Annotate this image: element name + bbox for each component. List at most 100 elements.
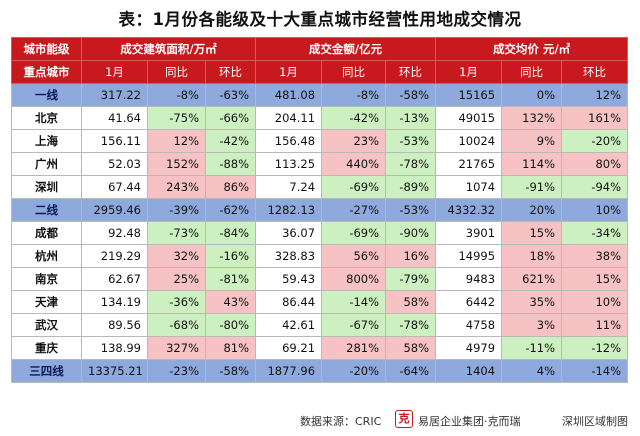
city-row: 杭州 219.29 32% -16% 328.83 56% 16% 14995 18% 38% bbox=[11, 244, 629, 268]
row-name: 武汉 bbox=[11, 313, 82, 337]
header-price-mom: 环比 bbox=[561, 60, 629, 84]
cell-amount: 481.08 bbox=[255, 83, 323, 107]
cell-area-mom: -63% bbox=[204, 83, 257, 107]
cell-area-mom: -16% bbox=[204, 244, 257, 268]
city-row: 成都 92.48 -73% -84% 36.07 -69% -90% 3901 15% -34% bbox=[11, 221, 629, 245]
cell-amount-mom: -58% bbox=[385, 83, 437, 107]
header-area-group: 成交建筑面积/万㎡ bbox=[80, 37, 257, 61]
cell-amount-yoy: -69% bbox=[321, 175, 387, 199]
cell-amount: 328.83 bbox=[255, 244, 323, 268]
cell-price-mom: -12% bbox=[561, 336, 629, 360]
cell-amount-yoy: -27% bbox=[321, 198, 387, 222]
cell-area: 62.67 bbox=[81, 267, 148, 291]
cell-amount-yoy: 281% bbox=[321, 336, 387, 360]
cell-amount-mom: -78% bbox=[385, 152, 437, 176]
city-row: 天津 134.19 -36% 43% 86.44 -14% 58% 6442 35% 10% bbox=[11, 290, 629, 314]
cell-area: 138.99 bbox=[81, 336, 148, 360]
cell-price-yoy: 18% bbox=[501, 244, 563, 268]
cell-price-mom: 10% bbox=[561, 198, 629, 222]
city-row: 重庆 138.99 327% 81% 69.21 281% 58% 4979 -11% -12% bbox=[11, 336, 629, 360]
cell-area: 2959.46 bbox=[81, 198, 148, 222]
header-city-tier: 城市能级 bbox=[11, 37, 82, 61]
header-row-sub: 重点城市 1月 同比 环比 1月 同比 环比 1月 同比 环比 bbox=[11, 60, 629, 84]
cell-price: 14995 bbox=[435, 244, 503, 268]
table-title: 表：1月份各能级及十大重点城市经营性用地成交情况 bbox=[118, 10, 522, 29]
cell-amount-yoy: -69% bbox=[321, 221, 387, 245]
cell-area-mom: 81% bbox=[204, 336, 257, 360]
cell-area-mom: -81% bbox=[204, 267, 257, 291]
header-amount-month: 1月 bbox=[255, 60, 323, 84]
cell-area-yoy: 327% bbox=[147, 336, 206, 360]
cell-area-mom: -80% bbox=[204, 313, 257, 337]
header-area-mom: 环比 bbox=[204, 60, 257, 84]
header-amount-yoy: 同比 bbox=[321, 60, 387, 84]
header-amount-group: 成交金额/亿元 bbox=[255, 37, 437, 61]
cell-area-yoy: 243% bbox=[147, 175, 206, 199]
cell-amount-yoy: 56% bbox=[321, 244, 387, 268]
cell-area: 156.11 bbox=[81, 129, 148, 153]
cell-area-yoy: 32% bbox=[147, 244, 206, 268]
row-name: 广州 bbox=[11, 152, 82, 176]
cell-area-mom: -58% bbox=[204, 359, 257, 383]
cell-amount-yoy: -14% bbox=[321, 290, 387, 314]
row-name: 深圳 bbox=[11, 175, 82, 199]
cell-amount-mom: 58% bbox=[385, 336, 437, 360]
cell-area-yoy: -68% bbox=[147, 313, 206, 337]
cell-price-yoy: 0% bbox=[501, 83, 563, 107]
city-row: 深圳 67.44 243% 86% 7.24 -69% -89% 1074 -91% -94% bbox=[11, 175, 629, 199]
cell-area-yoy: -39% bbox=[147, 198, 206, 222]
cell-amount-yoy: 800% bbox=[321, 267, 387, 291]
row-name: 三四线 bbox=[11, 359, 82, 383]
cell-amount: 86.44 bbox=[255, 290, 323, 314]
cell-area-mom: -62% bbox=[204, 198, 257, 222]
city-row: 广州 52.03 152% -88% 113.25 440% -78% 21765 114% 80… bbox=[11, 152, 629, 176]
header-price-yoy: 同比 bbox=[501, 60, 563, 84]
producer-unit: 深圳区域制图 bbox=[562, 415, 628, 428]
cell-area-yoy: -8% bbox=[147, 83, 206, 107]
row-name: 二线 bbox=[11, 198, 82, 222]
header-area-yoy: 同比 bbox=[147, 60, 206, 84]
tier-row: 一线 317.22 -8% -63% 481.08 -8% -58% 15165 0% 12% bbox=[11, 83, 629, 107]
cell-amount: 7.24 bbox=[255, 175, 323, 199]
cell-price-mom: 38% bbox=[561, 244, 629, 268]
city-row: 武汉 89.56 -68% -80% 42.61 -67% -78% 4758 3% 11% bbox=[11, 313, 629, 337]
cell-amount-mom: 16% bbox=[385, 244, 437, 268]
row-name: 一线 bbox=[11, 83, 82, 107]
cell-area-mom: -88% bbox=[204, 152, 257, 176]
row-name: 上海 bbox=[11, 129, 82, 153]
cell-price: 1074 bbox=[435, 175, 503, 199]
cell-price-yoy: 35% bbox=[501, 290, 563, 314]
cell-area: 52.03 bbox=[81, 152, 148, 176]
tier-row: 三四线 13375.21 -23% -58% 1877.96 -20% -64% 1404 4%… bbox=[11, 359, 629, 383]
header-price-group: 成交均价 元/㎡ bbox=[435, 37, 629, 61]
row-name: 天津 bbox=[11, 290, 82, 314]
cell-amount-mom: -90% bbox=[385, 221, 437, 245]
cell-area: 219.29 bbox=[81, 244, 148, 268]
brand-name: 易居企业集团·克而瑞 bbox=[418, 415, 521, 428]
cell-area: 317.22 bbox=[81, 83, 148, 107]
cell-amount: 59.43 bbox=[255, 267, 323, 291]
city-row: 北京 41.64 -75% -66% 204.11 -42% -13% 49015 132% 16… bbox=[11, 106, 629, 130]
cell-price: 4758 bbox=[435, 313, 503, 337]
cell-area-mom: -66% bbox=[204, 106, 257, 130]
cell-area-yoy: -73% bbox=[147, 221, 206, 245]
cell-price-yoy: -91% bbox=[501, 175, 563, 199]
cell-price-yoy: 132% bbox=[501, 106, 563, 130]
cell-amount: 113.25 bbox=[255, 152, 323, 176]
cell-price: 15165 bbox=[435, 83, 503, 107]
cell-amount-mom: -79% bbox=[385, 267, 437, 291]
cell-price-yoy: 621% bbox=[501, 267, 563, 291]
cell-price-yoy: 15% bbox=[501, 221, 563, 245]
row-name: 北京 bbox=[11, 106, 82, 130]
cell-amount: 69.21 bbox=[255, 336, 323, 360]
row-name: 成都 bbox=[11, 221, 82, 245]
cell-area: 89.56 bbox=[81, 313, 148, 337]
cell-amount-yoy: -20% bbox=[321, 359, 387, 383]
city-row: 南京 62.67 25% -81% 59.43 800% -79% 9483 621% 15% bbox=[11, 267, 629, 291]
land-transaction-table: 城市能级 成交建筑面积/万㎡ 成交金额/亿元 成交均价 元/㎡ 重点城市 1月 … bbox=[11, 37, 629, 383]
cell-price: 4332.32 bbox=[435, 198, 503, 222]
cell-amount: 1877.96 bbox=[255, 359, 323, 383]
header-amount-mom: 环比 bbox=[385, 60, 437, 84]
cell-amount-mom: 58% bbox=[385, 290, 437, 314]
cell-price: 6442 bbox=[435, 290, 503, 314]
